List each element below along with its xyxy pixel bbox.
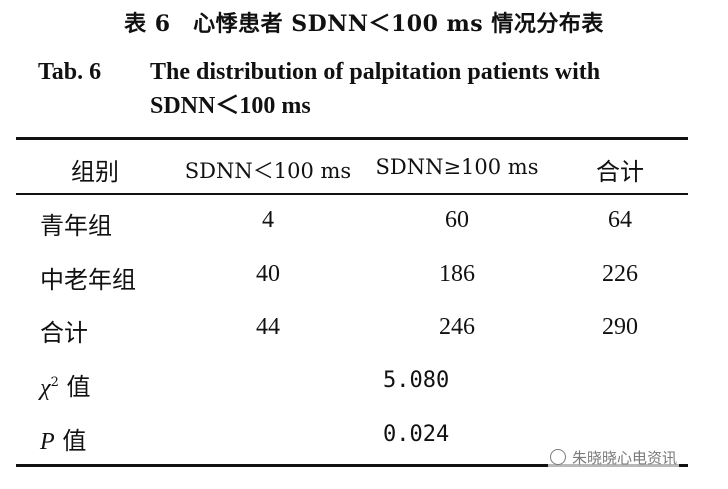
watermark: 朱晓晓心电资讯 [548, 447, 680, 468]
wechat-icon [550, 449, 566, 465]
cell-total-lt100: 44 [256, 314, 280, 340]
header-sdnn-lt-100: SDNN＜100 ms [184, 159, 352, 183]
cell-total-total: 290 [602, 314, 638, 340]
row-label-youth: 青年组 [40, 212, 112, 240]
watermark-text: 朱晓晓心电资讯 [572, 449, 678, 467]
chi-value-word: 值 [66, 373, 91, 401]
p-symbol: P [40, 429, 55, 455]
cell-youth-ge100: 60 [445, 207, 469, 233]
row-label-p: P 值 [40, 421, 86, 456]
cell-youth-total: 64 [608, 207, 632, 233]
row-label-chi-square: χ2 值 [40, 367, 90, 402]
row-label-total: 合计 [40, 319, 88, 347]
cell-youth-lt100: 4 [262, 207, 274, 233]
table-top-rule [16, 137, 688, 140]
cell-elder-ge100: 186 [439, 261, 475, 287]
table-bottom-rule [16, 464, 688, 467]
table-title-english: Tab. 6 The distribution of palpitation pa… [38, 55, 600, 123]
cell-total-ge100: 246 [439, 314, 475, 340]
cell-elder-total: 226 [602, 261, 638, 287]
table-title-chinese: 表 6 心悸患者 SDNN＜100 ms 情况分布表 [124, 11, 604, 37]
p-value: 0.024 [383, 422, 450, 447]
header-total: 合计 [596, 158, 644, 186]
p-value-word: 值 [62, 427, 87, 455]
title-english-line-2: SDNN＜100 ms [150, 93, 311, 119]
title-english-line-1: The distribution of palpitation patients… [150, 59, 601, 85]
row-label-middle-aged-elderly: 中老年组 [40, 266, 136, 294]
cell-elder-lt100: 40 [256, 261, 280, 287]
chi-symbol: χ [40, 375, 51, 401]
chi-square-value: 5.080 [383, 368, 450, 393]
header-sdnn-ge-100: SDNN≥100 ms [375, 155, 539, 179]
table-header-rule [16, 193, 688, 195]
chi-superscript: 2 [50, 375, 59, 390]
table-label-english: Tab. 6 [38, 59, 102, 85]
header-group: 组别 [71, 158, 119, 186]
